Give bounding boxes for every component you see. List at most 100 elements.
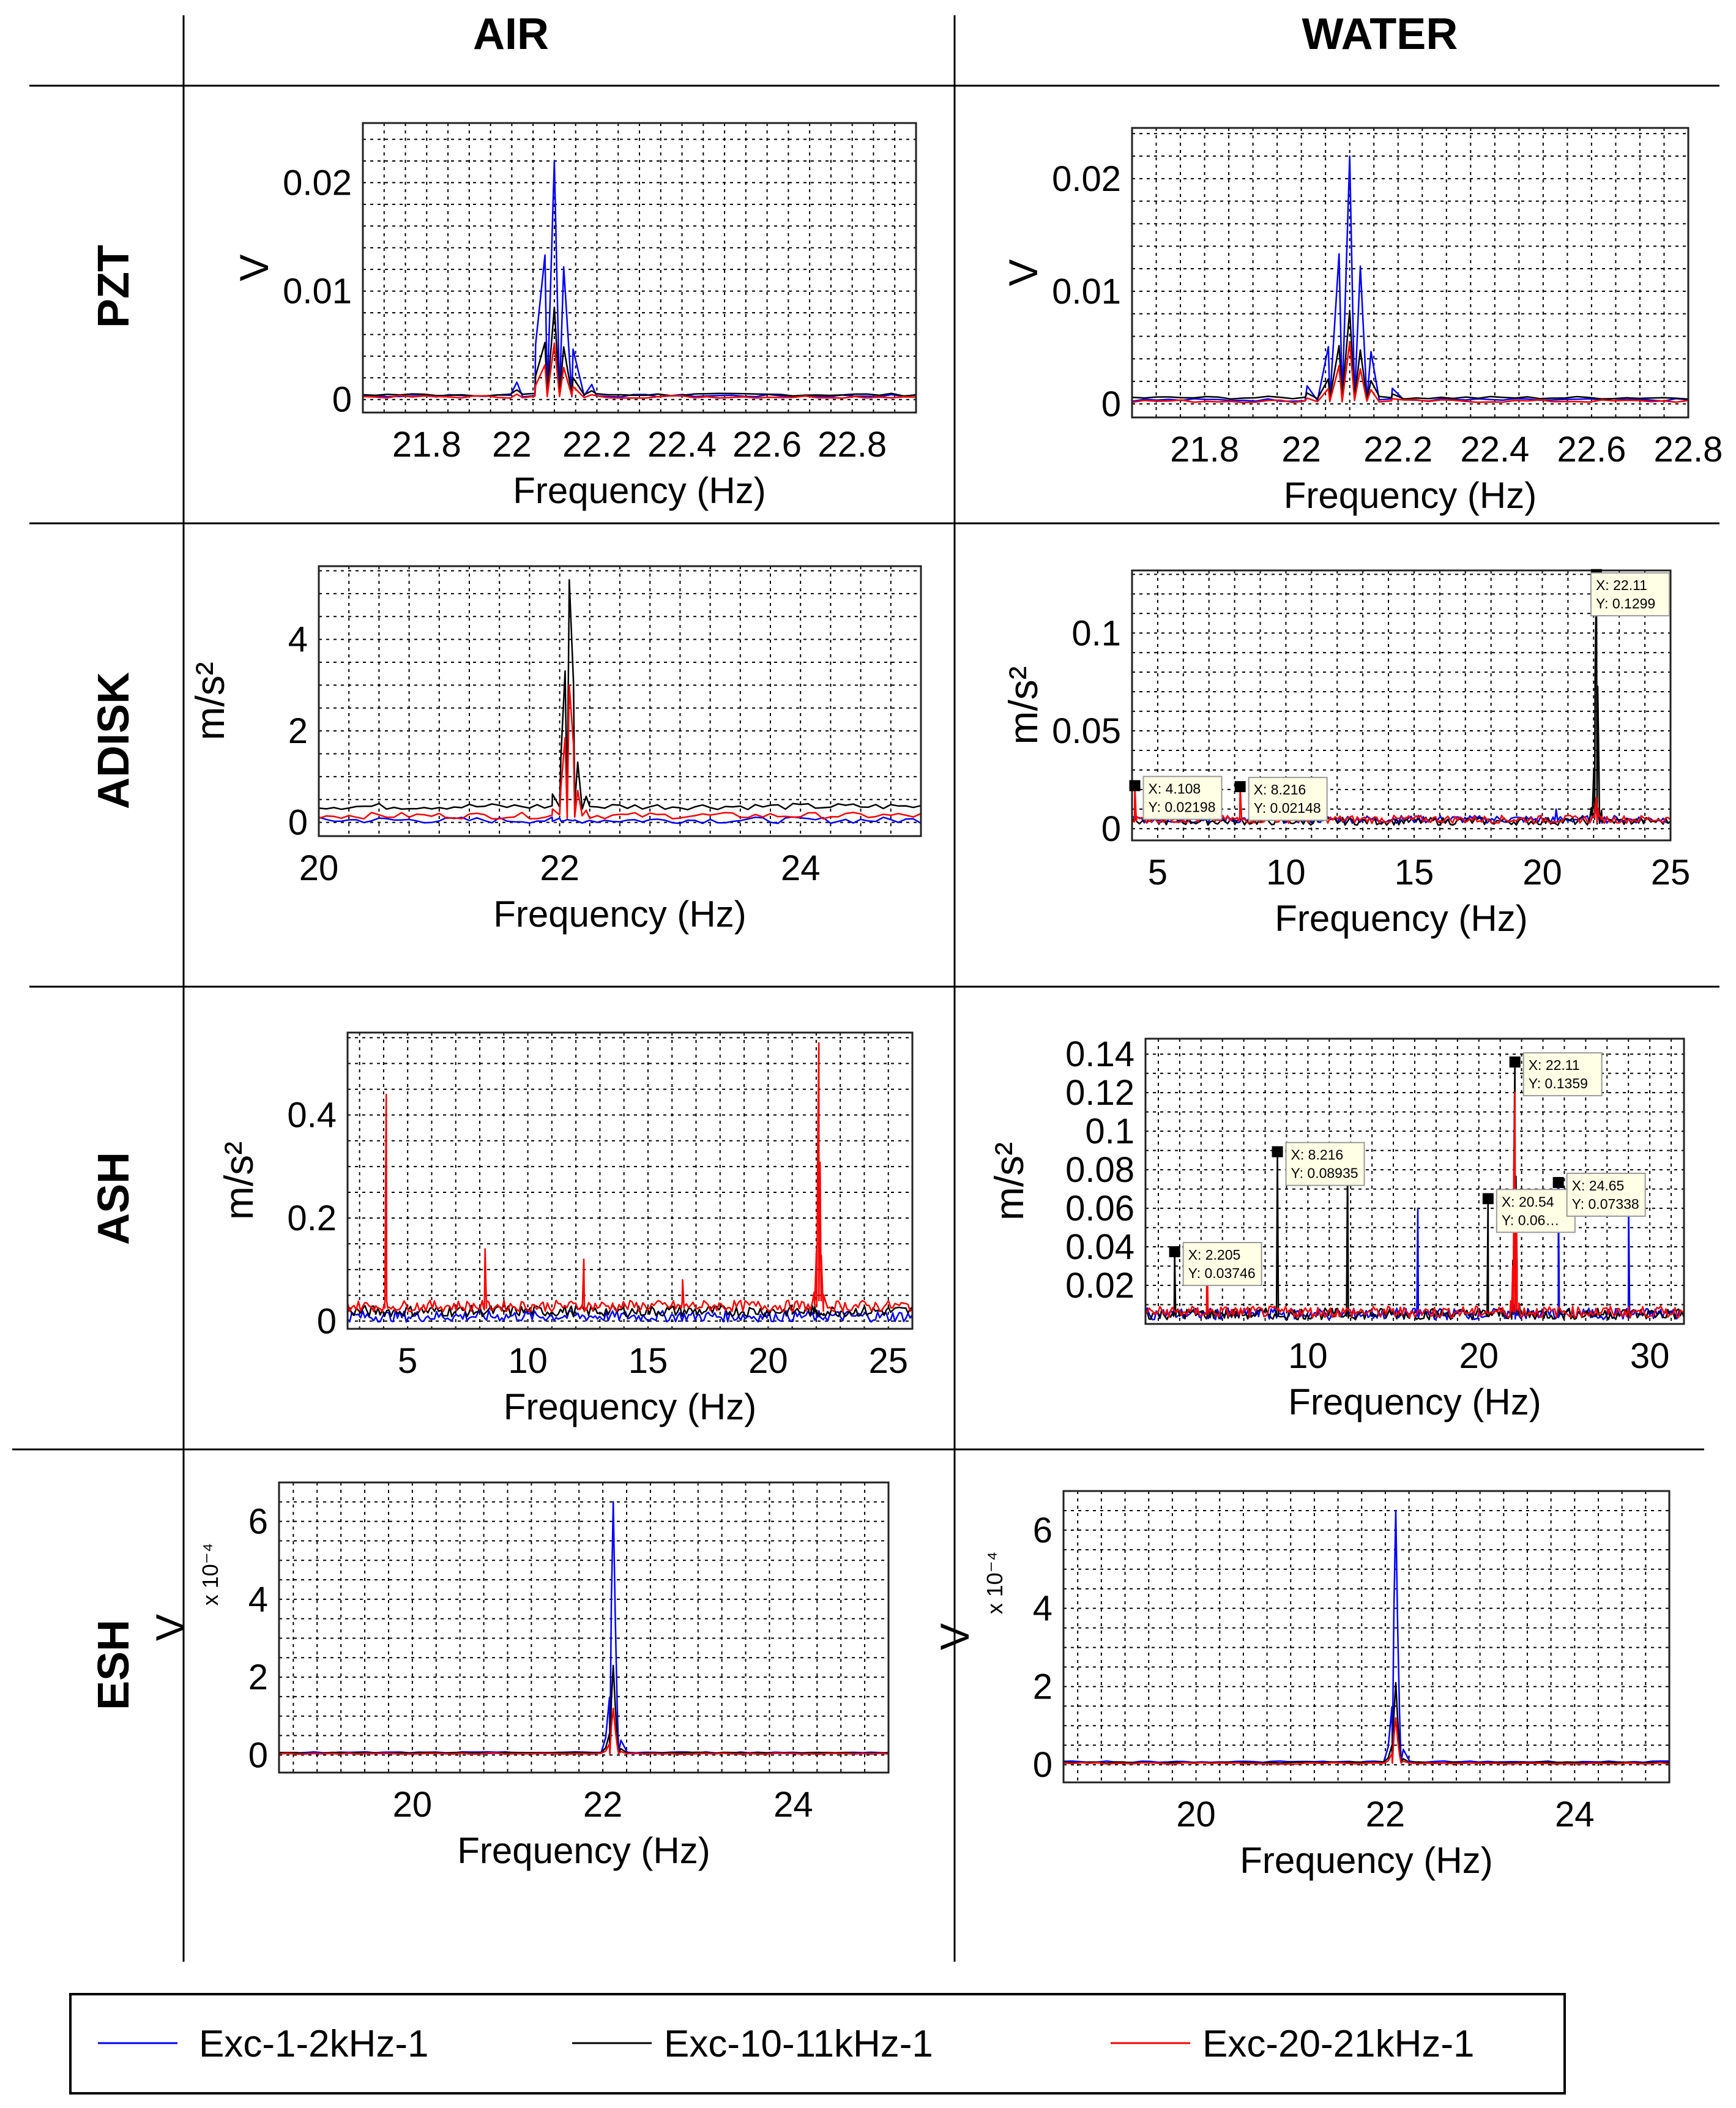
plot-frame bbox=[362, 122, 917, 414]
plot-area bbox=[279, 1482, 888, 1773]
y-tick-label: 0.2 bbox=[287, 1198, 337, 1238]
x-tick-label: 22.4 bbox=[1460, 430, 1529, 469]
datatip-x-label: X: 2.205 bbox=[1188, 1247, 1241, 1263]
x-tick-label: 24 bbox=[773, 1785, 813, 1825]
series-line-red bbox=[346, 1042, 913, 1313]
table-grid bbox=[12, 15, 1719, 1962]
datatip-box bbox=[1182, 1242, 1262, 1287]
datatip-x-label: X: 22.11 bbox=[1596, 577, 1647, 593]
series-line-black bbox=[1063, 1681, 1670, 1764]
datatip-y-label: Y: 0.02148 bbox=[1254, 800, 1321, 816]
row-header-pzt: PZT bbox=[89, 245, 138, 328]
y-tick-label: 2 bbox=[1033, 1667, 1052, 1706]
datatip-x-label: X: 4.108 bbox=[1149, 781, 1201, 797]
series-line-black bbox=[362, 306, 917, 397]
datatip-y-label: Y: 0.1359 bbox=[1529, 1075, 1588, 1091]
y-tick-label: 0.04 bbox=[1065, 1227, 1134, 1267]
legend: Exc-1-2kHz-1 Exc-10-11kHz-1 Exc-20-21kHz… bbox=[69, 1993, 1566, 2095]
column-header-air: AIR bbox=[473, 10, 549, 59]
grid bbox=[1064, 1490, 1670, 1782]
x-tick-label: 22 bbox=[583, 1785, 623, 1825]
datatip-y-label: Y: 0.06… bbox=[1502, 1212, 1560, 1228]
x-tick-label: 30 bbox=[1630, 1336, 1670, 1376]
y-tick-label: 2 bbox=[288, 711, 308, 751]
datatip-box bbox=[1496, 1189, 1576, 1233]
x-tick-label: 20 bbox=[393, 1785, 433, 1825]
x-tick-label: 10 bbox=[508, 1341, 548, 1381]
datatip-box bbox=[1566, 1172, 1646, 1217]
plots-layer: 21.8 22 22.2 22.4 22.6 22.800.010.02Frequency… bbox=[147, 122, 1723, 1881]
x-tick-label: 22 bbox=[1281, 430, 1321, 469]
x-tick-label: 20 bbox=[748, 1341, 788, 1381]
series-line-blue bbox=[1131, 155, 1689, 402]
x-tick-label: 22.4 bbox=[647, 425, 717, 465]
grid bbox=[318, 566, 922, 836]
column-header-water: WATER bbox=[1302, 10, 1458, 59]
y-tick-label: 0.1 bbox=[1071, 613, 1121, 653]
grid bbox=[1131, 128, 1689, 417]
datatip-y-label: Y: 0.03746 bbox=[1188, 1265, 1256, 1281]
plot-frame bbox=[318, 565, 922, 837]
chart-ash-air: 5 10 15 20 25 0 0.2 0.4 Frequency (Hz) m/s² bbox=[216, 1031, 914, 1427]
x-tick-label: 22 bbox=[1366, 1795, 1406, 1834]
x-tick-label: 20 bbox=[299, 848, 339, 888]
plot-frame bbox=[1144, 1037, 1685, 1325]
datatip-y-label: Y: 0.02198 bbox=[1149, 799, 1216, 815]
y-axis-title: m/s² bbox=[986, 1142, 1032, 1220]
x-tick-label: 24 bbox=[1555, 1795, 1595, 1834]
y-tick-label: 0 bbox=[1033, 1745, 1052, 1785]
x-tick-label: 25 bbox=[868, 1341, 908, 1381]
x-axis-title: Frequency (Hz) bbox=[1284, 475, 1537, 516]
x-tick-label: 20 bbox=[1176, 1795, 1216, 1834]
series-line-blue bbox=[318, 816, 922, 824]
datatip-marker bbox=[1272, 1146, 1283, 1157]
series-line-red bbox=[278, 1707, 889, 1755]
y-tick-label: 0.06 bbox=[1065, 1189, 1134, 1228]
datatip-x-label: X: 20.54 bbox=[1502, 1194, 1554, 1209]
y-tick-label: 4 bbox=[1033, 1589, 1052, 1629]
y-tick-label: 0 bbox=[317, 1301, 337, 1341]
datatip-y-label: Y: 0.07338 bbox=[1572, 1196, 1639, 1212]
x-axis-title: Frequency (Hz) bbox=[1275, 898, 1527, 939]
datatip-box bbox=[1142, 776, 1223, 820]
y-tick-label: 6 bbox=[1033, 1511, 1052, 1550]
x-tick-label: 10 bbox=[1288, 1336, 1328, 1376]
x-tick-label: 22.2 bbox=[562, 425, 631, 465]
plot-frame bbox=[346, 1031, 914, 1330]
series-line-red bbox=[1144, 1091, 1685, 1319]
x-tick-label: 22.2 bbox=[1363, 430, 1432, 469]
y-tick-label: 0 bbox=[288, 803, 308, 843]
datatip-marker bbox=[1509, 1056, 1521, 1068]
y-tick-label: 0.08 bbox=[1065, 1150, 1134, 1190]
y-tick-label: 0.01 bbox=[1052, 272, 1121, 312]
x-tick-label: 10 bbox=[1266, 853, 1306, 892]
plot-area bbox=[1064, 1491, 1669, 1782]
x-axis-title: Frequency (Hz) bbox=[457, 1830, 710, 1871]
y-tick-label: 0 bbox=[1101, 809, 1121, 849]
x-tick-label: 24 bbox=[781, 848, 821, 888]
plot-frame bbox=[1062, 1490, 1671, 1784]
series-line-red bbox=[1063, 1717, 1670, 1765]
legend-label-exc-20-21khz: Exc-20-21kHz-1 bbox=[1202, 2023, 1474, 2065]
y-tick-label: 0.02 bbox=[283, 163, 352, 203]
y-tick-label: 2 bbox=[248, 1658, 268, 1697]
chart-ash-water: 10 20 30 0.020.040.060.080.10.120.14 Frequen… bbox=[986, 1034, 1685, 1422]
datatip-y-label: Y: 0.1299 bbox=[1596, 596, 1655, 611]
series-line-black bbox=[1131, 309, 1689, 400]
y-tick-label: 0.02 bbox=[1052, 159, 1121, 199]
row-header-adisk: ADISK bbox=[89, 672, 138, 809]
y-tick-label: 0.01 bbox=[283, 272, 352, 312]
y-axis-title: m/s² bbox=[1000, 666, 1046, 744]
y-axis-title: m/s² bbox=[187, 662, 233, 740]
series-line-blue bbox=[278, 1501, 889, 1754]
datatip-x-label: X: 22.11 bbox=[1529, 1057, 1580, 1073]
y-tick-label: 4 bbox=[288, 620, 308, 660]
y-tick-label: 0.02 bbox=[1065, 1266, 1134, 1306]
y-tick-label: 0 bbox=[248, 1735, 268, 1775]
x-tick-label: 5 bbox=[1148, 853, 1168, 892]
y-tick-label: 0 bbox=[332, 380, 352, 420]
series-line-black bbox=[1145, 1061, 1685, 1321]
